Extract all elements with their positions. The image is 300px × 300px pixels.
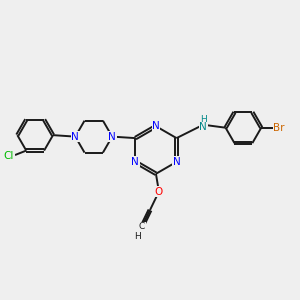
Text: Br: Br <box>273 123 285 133</box>
Text: Cl: Cl <box>4 151 14 161</box>
Text: C: C <box>139 222 145 231</box>
Text: H: H <box>200 115 207 124</box>
Text: H: H <box>134 232 140 241</box>
Text: N: N <box>131 157 139 167</box>
Text: N: N <box>152 121 160 131</box>
Text: N: N <box>173 157 180 167</box>
Text: O: O <box>155 187 163 196</box>
Text: N: N <box>108 132 116 142</box>
Text: N: N <box>200 122 207 132</box>
Text: N: N <box>71 132 79 142</box>
